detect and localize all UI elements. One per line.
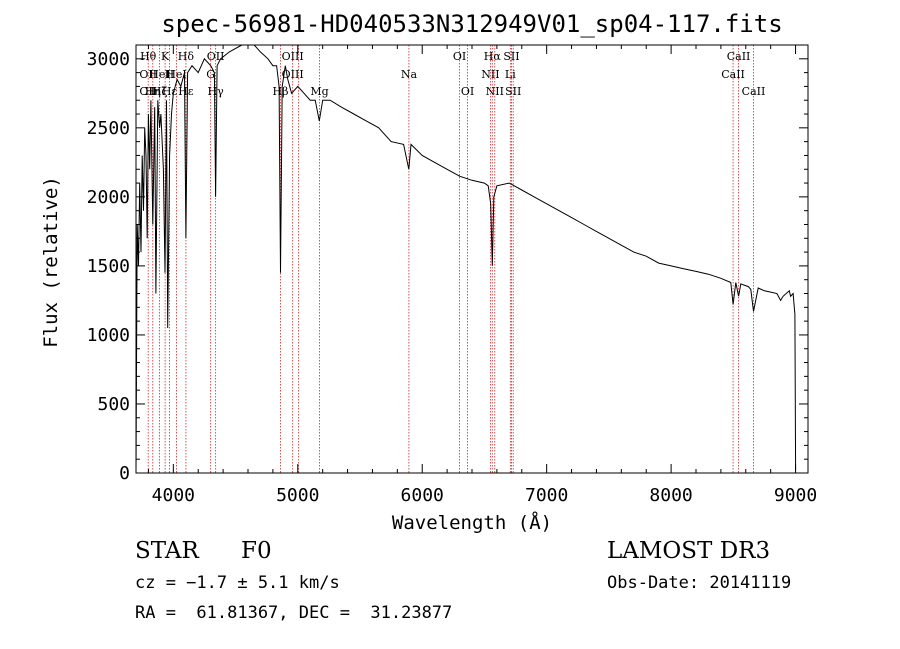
line-marker-label: K — [161, 50, 170, 63]
y-tick-label: 3000 — [87, 49, 130, 70]
y-tick-label: 2000 — [87, 187, 130, 208]
line-marker-label: HeI — [149, 68, 169, 81]
line-marker-label: OII — [139, 68, 157, 81]
line-marker-label: Hβ — [273, 85, 289, 98]
line-marker-label: Hθ — [140, 50, 157, 63]
x-tick-label: 4000 — [152, 485, 195, 506]
y-axis-label: Flux (relative) — [40, 176, 62, 348]
observation-date: Obs-Date: 20141119 — [607, 573, 792, 593]
line-marker-label: Hα — [484, 50, 502, 63]
line-marker-label: Mg — [310, 85, 328, 98]
y-tick-label: 0 — [119, 463, 130, 484]
line-marker-label: OII — [207, 50, 225, 63]
line-marker-label: CaII — [721, 68, 745, 81]
line-marker-label: OI — [461, 85, 474, 98]
line-marker-label: SII — [505, 85, 521, 98]
line-marker-label: HeI — [166, 68, 186, 81]
line-marker-label: Hη — [145, 85, 161, 98]
line-marker-label: Hε — [178, 85, 194, 98]
survey-name: LAMOST DR3 — [607, 538, 771, 564]
x-tick-label: 9000 — [774, 485, 817, 506]
x-tick-label: 6000 — [401, 485, 444, 506]
plot-frame — [135, 44, 809, 474]
spectrum-line — [135, 44, 797, 474]
line-marker-label: Hζ — [152, 85, 168, 98]
line-marker-label: NII — [481, 68, 499, 81]
line-marker-label: G — [206, 68, 215, 81]
object-class: STAR — [135, 538, 199, 564]
x-tick-label: 5000 — [276, 485, 319, 506]
x-tick-label: 8000 — [649, 485, 692, 506]
chart-title: spec-56981-HD040533N312949V01_sp04-117.f… — [161, 10, 782, 38]
line-marker-label: Li — [505, 68, 516, 81]
coordinates: RA = 61.81367, DEC = 31.23877 — [135, 603, 453, 623]
x-tick-label: 7000 — [525, 485, 568, 506]
x-axis-label: Wavelength (Å) — [392, 511, 552, 534]
line-marker-label: CaII — [727, 50, 751, 63]
line-markers — [147, 45, 754, 473]
line-marker-label: CaII — [742, 85, 766, 98]
line-marker-label: OIII — [282, 50, 304, 63]
y-tick-label: 1000 — [87, 325, 130, 346]
y-tick-label: 2500 — [87, 118, 130, 139]
redshift-velocity: cz = −1.7 ± 5.1 km/s — [135, 573, 340, 593]
line-marker-label: H — [165, 68, 175, 81]
line-marker-label: Na — [401, 68, 418, 81]
line-marker-label: OI — [453, 50, 466, 63]
line-marker-label: SII — [503, 50, 519, 63]
y-axis: 0 500 1000 1500 2000 2500 3000 — [87, 49, 808, 484]
line-marker-label: OII — [139, 85, 157, 98]
line-marker-label: Hγ — [208, 85, 225, 98]
y-tick-label: 1500 — [87, 256, 130, 277]
line-marker-label: NII — [486, 85, 504, 98]
x-axis: 4000 5000 6000 7000 8000 9000 — [147, 45, 817, 506]
object-subclass: F0 — [241, 538, 272, 564]
y-tick-label: 500 — [97, 394, 130, 415]
line-marker-label: Hδ — [178, 50, 195, 63]
